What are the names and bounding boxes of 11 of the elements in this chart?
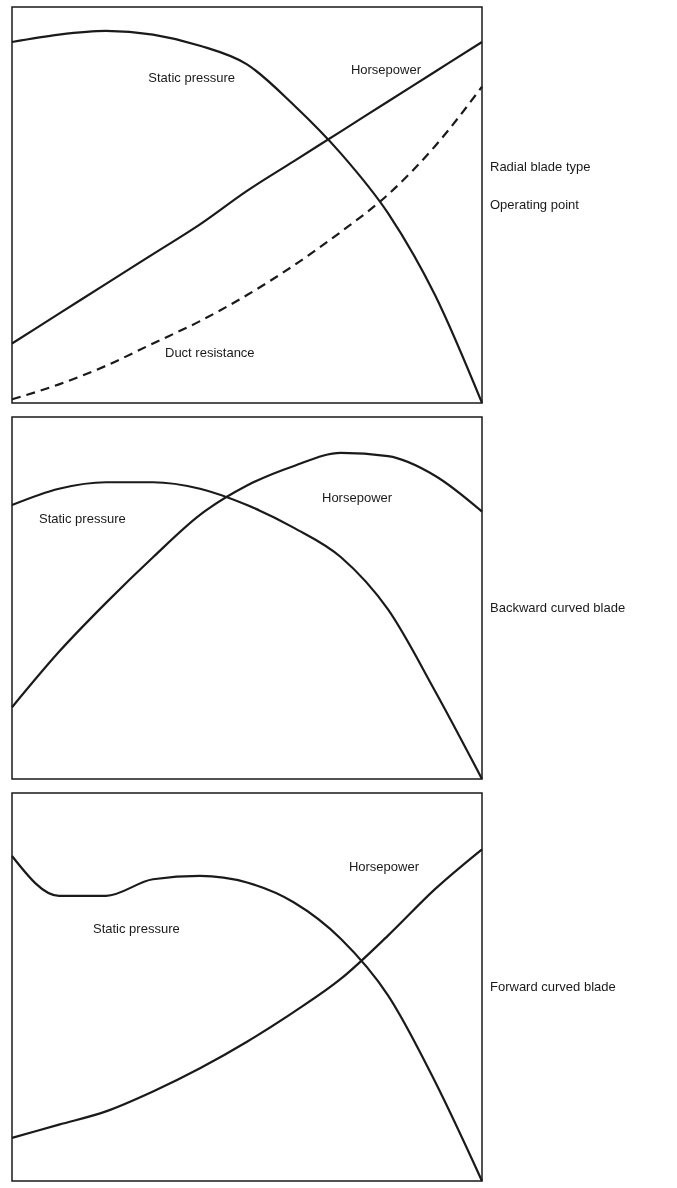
text: Backward curved blade [490,600,626,615]
series-label: Horsepower [350,61,422,77]
text: Radial blade type [490,159,591,174]
series-label: Static pressure [39,510,126,526]
text: Operating point [490,197,580,212]
text: Forward curved blade [490,979,616,994]
series-label: Horsepower [348,859,420,875]
series-label: Static pressure [93,921,180,937]
series-label: Static pressure [148,70,235,86]
text: Horsepower [322,489,393,505]
series-label: Duct resistance [165,345,255,361]
